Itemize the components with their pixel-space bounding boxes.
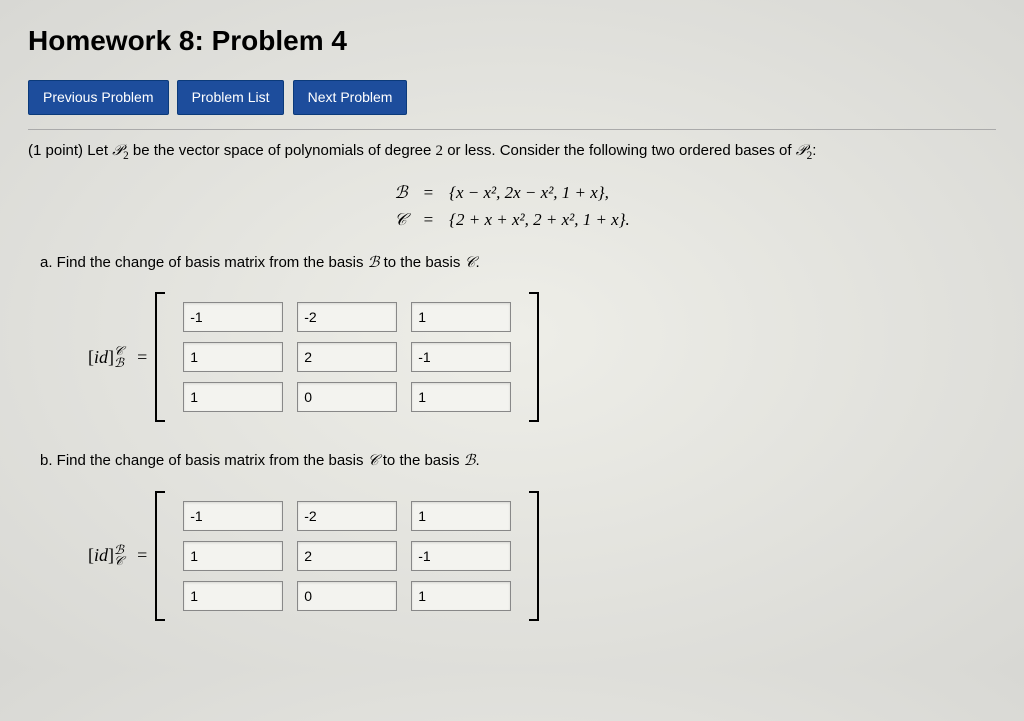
matrix-b-cell-2-2[interactable] <box>411 581 511 611</box>
part-a-text: a. Find the change of basis matrix from … <box>40 254 368 271</box>
basis-b-label: ℬ <box>388 179 413 207</box>
intro-text-1: Let <box>87 142 112 159</box>
matrix-b-cell-2-1[interactable] <box>297 581 397 611</box>
matrix-a-cell-0-1[interactable] <box>297 302 397 332</box>
part-a-end: . <box>475 254 479 271</box>
part-b-mid: to the basis <box>379 452 464 469</box>
problem-body: (1 point) Let 𝒫 2 be the vector space of … <box>28 129 996 621</box>
nav-button-row: Previous Problem Problem List Next Probl… <box>28 80 996 115</box>
intro-text-4: : <box>812 142 816 159</box>
problem-statement: (1 point) Let 𝒫 2 be the vector space of … <box>28 140 996 165</box>
equals-sign: = <box>414 206 444 234</box>
matrix-b-cell-1-2[interactable] <box>411 541 511 571</box>
next-problem-button[interactable]: Next Problem <box>293 80 408 115</box>
intro-text-2: be the vector space of polynomials of de… <box>129 142 436 159</box>
matrix-a-cell-1-0[interactable] <box>183 342 283 372</box>
basis-c-label: 𝒞 <box>388 206 413 234</box>
part-b-text: b. Find the change of basis matrix from … <box>40 452 368 469</box>
matrix-b-cell-0-1[interactable] <box>297 501 397 531</box>
part-a-mid: to the basis <box>379 254 464 271</box>
basis-b-set: {x − x², 2x − x², 1 + x}, <box>443 179 636 207</box>
matrix-b-row: [id]ℬ𝒞 = <box>88 491 996 621</box>
part-b-prompt: b. Find the change of basis matrix from … <box>40 450 996 473</box>
intro-text-3: or less. Consider the following two orde… <box>443 142 796 159</box>
previous-problem-button[interactable]: Previous Problem <box>28 80 169 115</box>
equals-sign: = <box>414 179 444 207</box>
space-symbol-2: 𝒫 <box>796 143 807 159</box>
right-bracket-icon <box>529 292 539 422</box>
right-bracket-icon <box>529 491 539 621</box>
part-a-to: 𝒞 <box>465 255 476 271</box>
part-b-from: 𝒞 <box>368 453 379 469</box>
part-a-from: ℬ <box>368 255 380 271</box>
left-bracket-icon <box>155 491 165 621</box>
matrix-a-cell-1-1[interactable] <box>297 342 397 372</box>
matrix-a-cell-2-1[interactable] <box>297 382 397 412</box>
matrix-a-cell-2-0[interactable] <box>183 382 283 412</box>
matrix-a-cell-0-0[interactable] <box>183 302 283 332</box>
part-a-prompt: a. Find the change of basis matrix from … <box>40 252 996 275</box>
space-symbol: 𝒫 <box>112 143 123 159</box>
basis-definitions: ℬ = {x − x², 2x − x², 1 + x}, 𝒞 = {2 + x… <box>28 179 996 234</box>
page-title: Homework 8: Problem 4 <box>28 20 996 62</box>
matrix-a-cell-0-2[interactable] <box>411 302 511 332</box>
matrix-a-cell-1-2[interactable] <box>411 342 511 372</box>
matrix-b-cell-0-2[interactable] <box>411 501 511 531</box>
matrix-b-cell-0-0[interactable] <box>183 501 283 531</box>
left-bracket-icon <box>155 292 165 422</box>
points-label: (1 point) <box>28 142 87 159</box>
matrix-b-cell-1-1[interactable] <box>297 541 397 571</box>
part-b-to: ℬ <box>464 453 476 469</box>
matrix-b-cell-1-0[interactable] <box>183 541 283 571</box>
matrix-b-cell-2-0[interactable] <box>183 581 283 611</box>
matrix-a-grid <box>169 292 525 422</box>
matrix-b-grid <box>169 491 525 621</box>
matrix-a-cell-2-2[interactable] <box>411 382 511 412</box>
part-b-end: . <box>475 452 479 469</box>
degree-value: 2 <box>436 143 444 159</box>
problem-list-button[interactable]: Problem List <box>177 80 285 115</box>
matrix-b-label: [id]ℬ𝒞 = <box>88 542 147 569</box>
basis-c-set: {2 + x + x², 2 + x², 1 + x}. <box>443 206 636 234</box>
matrix-a-row: [id]𝒞ℬ = <box>88 292 996 422</box>
matrix-a-label: [id]𝒞ℬ = <box>88 344 147 371</box>
